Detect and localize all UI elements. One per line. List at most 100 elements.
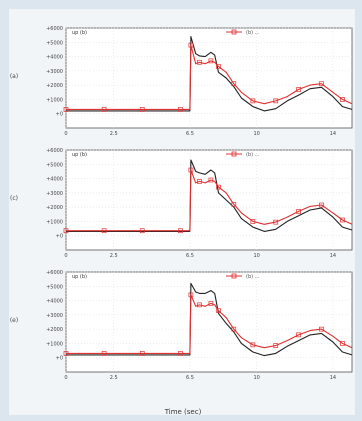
y-tick-label: +3000 xyxy=(46,69,63,75)
series-2-point xyxy=(273,343,279,348)
series-2-point xyxy=(250,342,256,348)
series-2-point xyxy=(319,326,324,332)
x-tick-label: 6.5 xyxy=(186,375,194,381)
plot-area xyxy=(65,149,353,251)
plot-area xyxy=(65,27,353,129)
x-tick-label: 0 xyxy=(64,375,67,381)
series-2-point xyxy=(231,81,237,87)
x-axis-label: Time (sec) xyxy=(164,408,202,416)
series-2-point xyxy=(319,81,324,87)
x-tick-label: 14 xyxy=(330,253,336,259)
legend-label: (b) ... xyxy=(246,30,260,36)
x-tick-label: 2.5 xyxy=(110,375,118,381)
panel-label: up (b) xyxy=(72,274,87,280)
y-axis-label: (e) xyxy=(10,317,18,324)
plot-area xyxy=(65,271,353,373)
series-2-point xyxy=(101,228,107,234)
legend-label: (b) ... xyxy=(246,274,260,280)
y-tick-label: +5000 xyxy=(46,40,63,46)
x-tick-label: 14 xyxy=(330,375,336,381)
panel-label: up (b) xyxy=(72,152,87,158)
y-tick-label: +1000 xyxy=(46,219,63,225)
x-tick-label: 10 xyxy=(253,375,259,381)
series-2-line xyxy=(66,169,353,232)
series-2-point xyxy=(250,219,256,224)
y-axis-label: (c) xyxy=(10,195,18,202)
series-2-point xyxy=(188,292,194,298)
chart-panel-1: +6000 +5000 +4000 +3000 +2000 +1000 +0 0 2.5 6.5 1… xyxy=(10,26,353,137)
x-tick-label: 10 xyxy=(253,131,259,137)
x-tick-label: 2.5 xyxy=(110,131,118,137)
legend-marker xyxy=(231,273,237,279)
y-tick-label: +2000 xyxy=(46,205,63,211)
series-2-point xyxy=(208,301,214,306)
series-2-point xyxy=(139,351,145,356)
series-2-point xyxy=(197,179,202,184)
series-2-point xyxy=(208,177,214,183)
series-2-point xyxy=(208,58,214,64)
y-tick-label: +2000 xyxy=(46,83,63,89)
panel-label: up (b) xyxy=(72,30,87,36)
y-tick-label: +3000 xyxy=(46,191,63,197)
y-tick-label: +0 xyxy=(56,356,63,362)
y-tick-label: +1000 xyxy=(46,341,63,347)
series-2-point xyxy=(250,98,256,104)
y-tick-label: +0 xyxy=(56,234,63,240)
series-2-point xyxy=(188,167,194,173)
series-2-point xyxy=(216,308,221,313)
legend-marker xyxy=(231,29,237,35)
series-2-point xyxy=(139,228,145,234)
y-tick-label: +3000 xyxy=(46,313,63,319)
series-1-line xyxy=(66,159,353,232)
series-2-point xyxy=(197,59,202,65)
series-2-point xyxy=(231,201,237,207)
series-2-point xyxy=(296,87,301,92)
x-tick-label: 0 xyxy=(64,131,67,137)
series-2-line xyxy=(66,294,353,354)
y-tick-label: +4000 xyxy=(46,55,63,61)
series-2-point xyxy=(273,219,279,225)
series-2-point xyxy=(139,107,145,112)
y-axis-label: (a) xyxy=(10,73,18,80)
chart-panel-3: +6000 +5000 +4000 +3000 +2000 +1000 +0 0 2.5 6.5 1… xyxy=(10,270,353,381)
series-2-point xyxy=(178,107,183,112)
series-2-point xyxy=(63,228,69,234)
y-tick-label: +0 xyxy=(56,112,63,118)
panels: +6000 +5000 +4000 +3000 +2000 +1000 +0 0 2.5 6.5 1… xyxy=(10,26,353,381)
y-tick-label: +1000 xyxy=(46,97,63,103)
chart-panel-2: +6000 +5000 +4000 +3000 +2000 +1000 +0 0 2.5 6.5 1… xyxy=(10,148,353,259)
series-2-point xyxy=(63,107,69,112)
x-tick-label: 0 xyxy=(64,253,67,259)
x-tick-label: 6.5 xyxy=(186,131,194,137)
y-tick-label: +4000 xyxy=(46,299,63,305)
series-2-point xyxy=(340,97,345,102)
y-tick-label: +4000 xyxy=(46,177,63,183)
series-2-point xyxy=(231,326,237,332)
series-2-point xyxy=(197,302,202,308)
y-tick-label: +5000 xyxy=(46,284,63,290)
series-1-line xyxy=(66,282,353,357)
y-tick-label: +6000 xyxy=(46,148,63,154)
x-tick-label: 2.5 xyxy=(110,253,118,259)
series-2-point xyxy=(101,351,107,356)
x-tick-label: 6.5 xyxy=(186,253,194,259)
y-tick-label: +2000 xyxy=(46,327,63,333)
y-tick-label: +6000 xyxy=(46,270,63,276)
series-2-point xyxy=(188,42,194,48)
legend-marker xyxy=(231,151,237,157)
series-2-point xyxy=(273,98,279,104)
series-2-point xyxy=(296,332,301,338)
series-2-point xyxy=(216,184,221,190)
series-2-point xyxy=(63,351,69,356)
series-2-point xyxy=(216,64,221,69)
series-2-point xyxy=(101,107,107,112)
x-tick-label: 14 xyxy=(330,131,336,137)
y-tick-label: +6000 xyxy=(46,26,63,32)
series-2-point xyxy=(319,202,324,208)
series-2-point xyxy=(340,341,345,346)
y-tick-label: +5000 xyxy=(46,162,63,168)
series-2-point xyxy=(178,351,183,356)
series-2-point xyxy=(178,228,183,234)
series-2-point xyxy=(340,217,345,223)
